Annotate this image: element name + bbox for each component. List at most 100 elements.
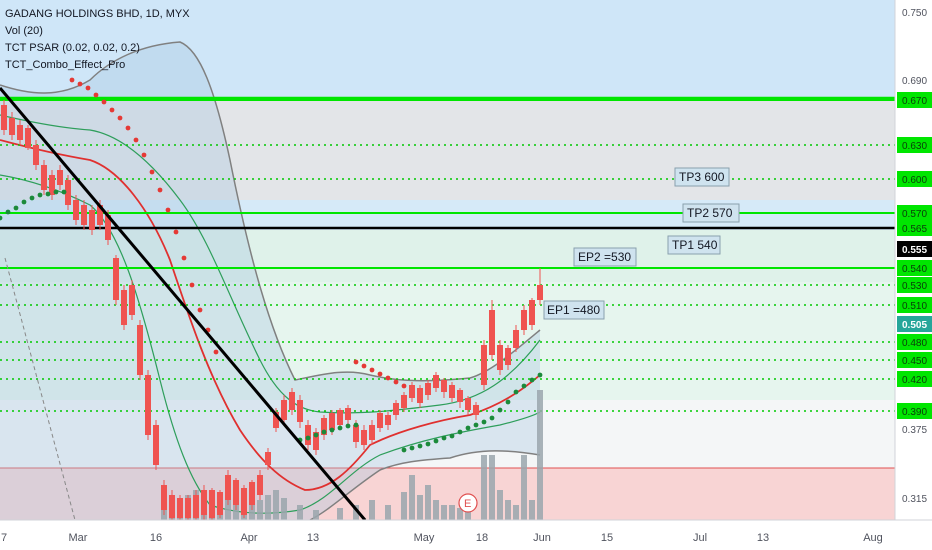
volume-bar <box>537 390 543 520</box>
volume-bar <box>265 495 271 520</box>
psar-dot-green <box>37 192 43 198</box>
volume-bar <box>425 485 431 520</box>
y-tick-6: 0.565 <box>902 224 927 235</box>
annotation-ep2-text: EP2 =530 <box>578 250 631 264</box>
level-tag-3 <box>897 137 932 153</box>
candle-body <box>473 405 479 415</box>
candle-body <box>489 310 495 355</box>
candle-body <box>49 175 55 195</box>
candle-body <box>41 165 47 190</box>
annotation-tp2[interactable]: TP2 570 <box>682 203 740 223</box>
earnings-marker[interactable]: E <box>458 493 478 513</box>
psar-dot-green <box>433 438 439 444</box>
horizontal-levels <box>0 96 895 412</box>
psar-dot-red <box>141 152 147 158</box>
annotation-ep2[interactable]: EP2 =530 <box>573 247 637 267</box>
teal-price-tag <box>897 316 932 332</box>
psar-dot-red <box>101 99 107 105</box>
candle-body <box>337 410 343 425</box>
volume-bar <box>441 505 447 520</box>
psar-dot-red <box>173 229 179 235</box>
level-tag-5 <box>897 205 932 221</box>
volume-bar <box>257 500 263 520</box>
volume-bar <box>385 505 391 520</box>
psar-dot-red <box>165 207 171 213</box>
annotation-ep1[interactable]: EP1 =480 <box>543 300 605 320</box>
volume-bar <box>233 505 239 520</box>
candle-body <box>361 430 367 445</box>
psar-dot-red <box>77 81 83 87</box>
psar-dot-green <box>465 425 471 431</box>
annotation-tp1[interactable]: TP1 540 <box>667 235 721 255</box>
volume-bar <box>313 510 319 520</box>
level-tag-8 <box>897 260 932 276</box>
price-axis-ticks: 0.750 0.690 0.670 0.630 0.600 0.570 0.565 0.555… <box>897 8 932 505</box>
psar-dot-red <box>85 85 91 91</box>
x-tick-10: 13 <box>757 532 769 544</box>
candle-body <box>353 425 359 442</box>
candle-body <box>377 413 383 428</box>
psar-dot-green <box>337 425 343 431</box>
candle-body <box>513 330 519 348</box>
psar-dot-red <box>117 115 123 121</box>
candle-body <box>409 385 415 398</box>
annotation-tp3[interactable]: TP3 600 <box>674 167 730 187</box>
candle-body <box>321 418 327 435</box>
volume-bar <box>281 498 287 520</box>
y-tick-3: 0.630 <box>902 141 927 152</box>
psar-dot-red <box>109 107 115 113</box>
y-tick-17: 0.315 <box>902 494 927 505</box>
candle-body <box>521 310 527 330</box>
volume-bar <box>433 500 439 520</box>
candle-body <box>17 125 23 140</box>
legend-combo[interactable]: TCT_Combo_Effect_Pro <box>5 59 126 71</box>
candle-body <box>329 413 335 430</box>
candle-body <box>33 145 39 165</box>
psar-dot-red <box>149 169 155 175</box>
psar-dot-green <box>489 415 495 421</box>
legend-psar[interactable]: TCT PSAR (0.02, 0.02, 0.2) <box>5 42 140 54</box>
volume-bar <box>449 505 455 520</box>
psar-dot-red <box>93 92 99 98</box>
volume-bar <box>497 490 503 520</box>
candle-body <box>537 285 543 300</box>
psar-dot-green <box>61 189 67 195</box>
candle-body <box>129 285 135 315</box>
y-tick-15: 0.390 <box>902 407 927 418</box>
volume-bar <box>489 455 495 520</box>
x-tick-6: 18 <box>476 532 488 544</box>
y-tick-16: 0.375 <box>902 425 927 436</box>
blue-zone-top <box>0 0 895 98</box>
psar-dot-red <box>157 187 163 193</box>
blue-zone-mid <box>0 200 895 230</box>
black-downtrend-line[interactable] <box>0 87 367 521</box>
legend-volume[interactable]: Vol (20) <box>5 25 43 37</box>
candle-body <box>289 392 295 410</box>
candle-body <box>217 492 223 515</box>
sma-red <box>0 139 541 491</box>
psar-dot-green <box>353 422 359 428</box>
psar-dot-red <box>69 77 75 83</box>
candles <box>1 100 543 520</box>
candle-body <box>57 170 63 185</box>
level-tag-4 <box>897 171 932 187</box>
candle-body <box>281 400 287 420</box>
red-zone <box>0 468 895 520</box>
psar-dot-red <box>189 282 195 288</box>
candle-body <box>81 205 87 225</box>
psar-dot-red <box>385 375 391 381</box>
level-tag-13 <box>897 352 932 368</box>
candle-body <box>161 485 167 510</box>
psar-dot-green <box>29 195 35 201</box>
candle-body <box>369 425 375 440</box>
x-tick-11: Aug <box>863 532 883 544</box>
current-price-tag <box>897 241 932 257</box>
time-axis[interactable] <box>0 520 932 550</box>
volume-bar <box>409 475 415 520</box>
volume-bar <box>369 500 375 520</box>
psar-dot-green <box>417 443 423 449</box>
legend-title[interactable]: GADANG HOLDINGS BHD, 1D, MYX <box>5 8 190 20</box>
y-tick-8: 0.540 <box>902 264 927 275</box>
psar-dot-green <box>537 372 543 378</box>
